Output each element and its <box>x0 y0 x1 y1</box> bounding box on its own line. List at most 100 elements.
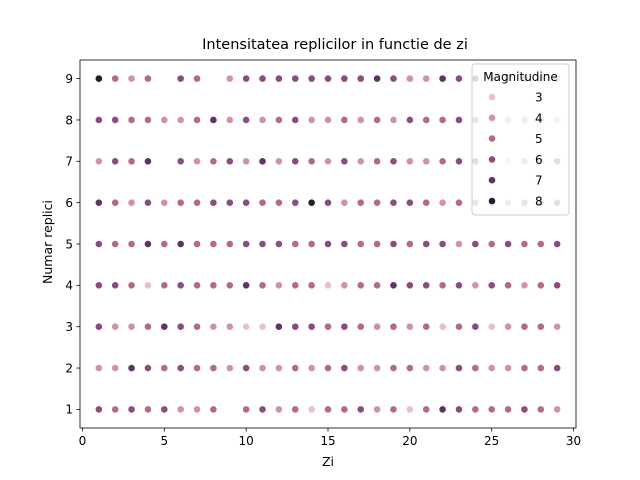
data-point <box>487 240 496 248</box>
data-point <box>389 198 398 207</box>
data-point <box>438 405 447 414</box>
data-point <box>160 405 169 414</box>
data-point <box>209 157 218 166</box>
legend-label: 6 <box>535 153 543 167</box>
data-point <box>225 157 234 166</box>
data-point <box>225 240 234 248</box>
data-point <box>438 364 447 372</box>
data-point <box>356 322 365 331</box>
data-point <box>225 322 234 331</box>
data-point <box>209 364 218 372</box>
data-point <box>193 281 201 290</box>
data-point <box>225 74 234 83</box>
data-point <box>340 74 349 83</box>
data-point <box>471 281 480 290</box>
data-point <box>455 240 463 248</box>
data-point <box>176 116 185 124</box>
data-point <box>422 198 431 207</box>
data-point <box>356 116 365 124</box>
data-point <box>324 116 332 124</box>
data-point <box>389 157 398 166</box>
y-tick-label: 8 <box>65 113 73 127</box>
data-point <box>307 364 316 372</box>
data-point <box>193 322 201 331</box>
x-tick-label: 0 <box>79 434 87 448</box>
data-point <box>389 240 398 248</box>
data-point <box>356 74 365 83</box>
data-point <box>307 240 316 248</box>
data-point <box>127 74 136 83</box>
data-point <box>389 74 398 83</box>
data-point <box>144 157 152 166</box>
data-point <box>422 116 431 124</box>
data-point <box>389 364 398 372</box>
data-point <box>111 281 120 290</box>
data-point <box>405 364 414 372</box>
data-point <box>487 405 496 414</box>
data-point <box>144 405 152 414</box>
data-point <box>471 405 480 414</box>
data-point <box>455 198 463 207</box>
data-point <box>94 364 103 372</box>
data-point <box>193 240 201 248</box>
data-point <box>258 405 267 414</box>
data-point <box>144 116 152 124</box>
data-point <box>291 405 300 414</box>
data-point <box>373 281 382 290</box>
legend-box <box>471 63 570 216</box>
data-point <box>176 364 185 372</box>
data-point <box>536 364 545 372</box>
data-point <box>242 198 251 207</box>
data-point <box>504 281 512 290</box>
data-point <box>225 364 234 372</box>
data-point <box>274 405 283 414</box>
data-point <box>422 281 431 290</box>
data-point <box>389 281 398 290</box>
data-point <box>405 240 414 248</box>
chart-title: Intensitatea replicilor in functie de zi <box>202 37 468 53</box>
data-point <box>422 157 431 166</box>
data-point <box>94 198 103 207</box>
data-point <box>389 405 398 414</box>
data-point <box>291 322 300 331</box>
data-point <box>274 116 283 124</box>
data-point <box>94 281 103 290</box>
data-point <box>504 240 512 248</box>
y-axis-label: Numar replici <box>40 200 55 284</box>
data-point <box>258 198 267 207</box>
data-point <box>373 198 382 207</box>
data-point <box>144 74 152 83</box>
data-point <box>127 240 136 248</box>
data-point <box>553 322 562 331</box>
data-point <box>373 405 382 414</box>
data-point <box>274 157 283 166</box>
data-point <box>455 116 463 124</box>
data-point <box>307 198 316 207</box>
data-point <box>422 364 431 372</box>
legend-marker <box>488 197 496 205</box>
data-point <box>553 405 562 414</box>
y-tick-label: 5 <box>65 237 73 251</box>
data-point <box>340 364 349 372</box>
data-point <box>225 198 234 207</box>
data-point <box>405 116 414 124</box>
data-point <box>455 157 463 166</box>
data-point <box>242 74 251 83</box>
data-point <box>144 322 152 331</box>
data-point <box>144 198 152 207</box>
data-point <box>520 364 529 372</box>
data-point <box>94 240 103 248</box>
data-point <box>324 240 332 248</box>
data-point <box>258 116 267 124</box>
y-tick-label: 1 <box>65 403 73 417</box>
data-point <box>438 240 447 248</box>
data-point <box>94 322 103 331</box>
data-point <box>356 198 365 207</box>
y-tick-label: 4 <box>65 279 73 293</box>
data-point <box>160 198 169 207</box>
data-point <box>176 281 185 290</box>
data-point <box>340 198 349 207</box>
data-point <box>471 240 480 248</box>
data-point <box>193 157 201 166</box>
